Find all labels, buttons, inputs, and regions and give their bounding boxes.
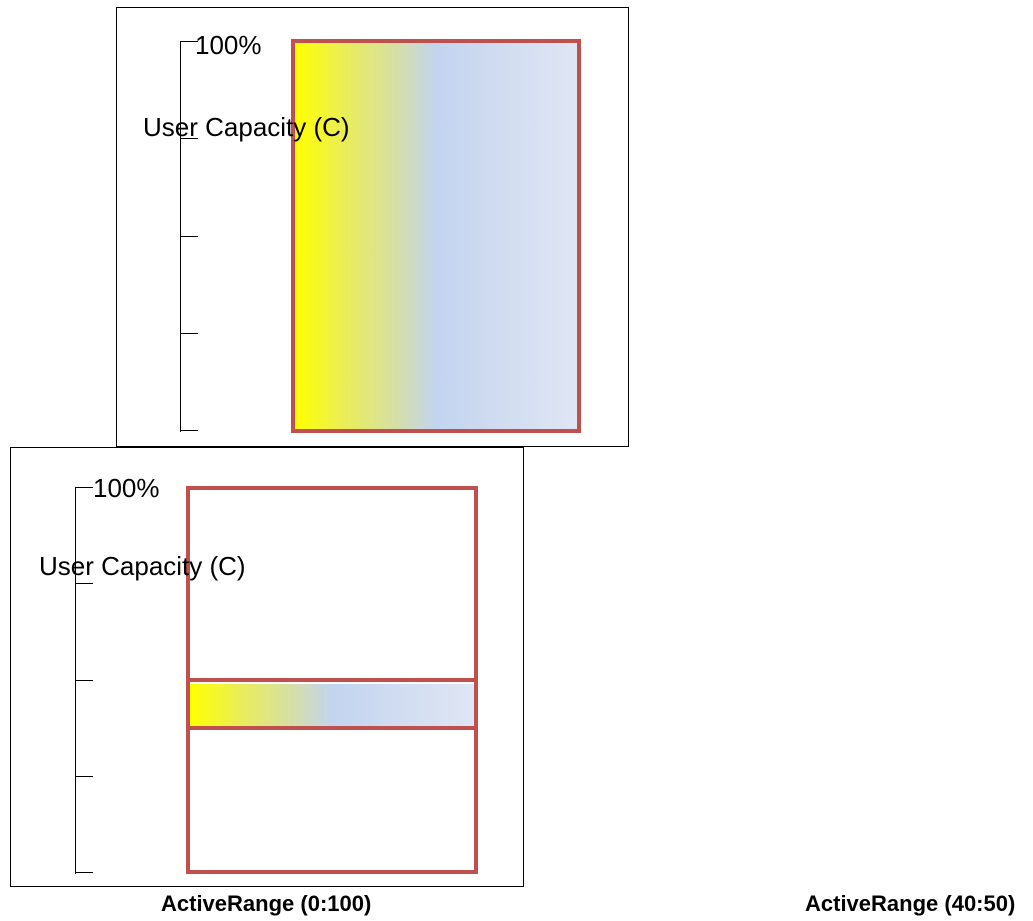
y-axis-label: User Capacity (C) xyxy=(143,112,350,142)
caption-active-range-left: ActiveRange (0:100) xyxy=(161,891,372,916)
scale-tick xyxy=(75,583,93,584)
top-capacity-panel: 100% User Capacity (C) xyxy=(116,7,629,447)
active-range-band xyxy=(186,678,478,730)
scale-tick xyxy=(180,41,198,42)
bottom-capacity-panel: 100% User Capacity (C) xyxy=(10,447,524,887)
scale-tick xyxy=(180,333,198,334)
scale-tick xyxy=(180,236,198,237)
scale-tick xyxy=(180,138,198,139)
active-range-fill xyxy=(295,43,577,429)
scale-max-label: 100% xyxy=(195,30,262,60)
scale-max-label: 100% xyxy=(93,473,160,503)
active-range-fill xyxy=(190,684,474,727)
capacity-box xyxy=(291,39,581,433)
scale-tick xyxy=(180,430,198,431)
y-axis-label: User Capacity (C) xyxy=(39,551,246,581)
scale-tick xyxy=(75,776,93,777)
scale-tick xyxy=(75,872,93,873)
caption-active-range-right: ActiveRange (40:50) xyxy=(805,891,1016,916)
scale-tick xyxy=(75,680,93,681)
scale-tick xyxy=(75,487,93,488)
